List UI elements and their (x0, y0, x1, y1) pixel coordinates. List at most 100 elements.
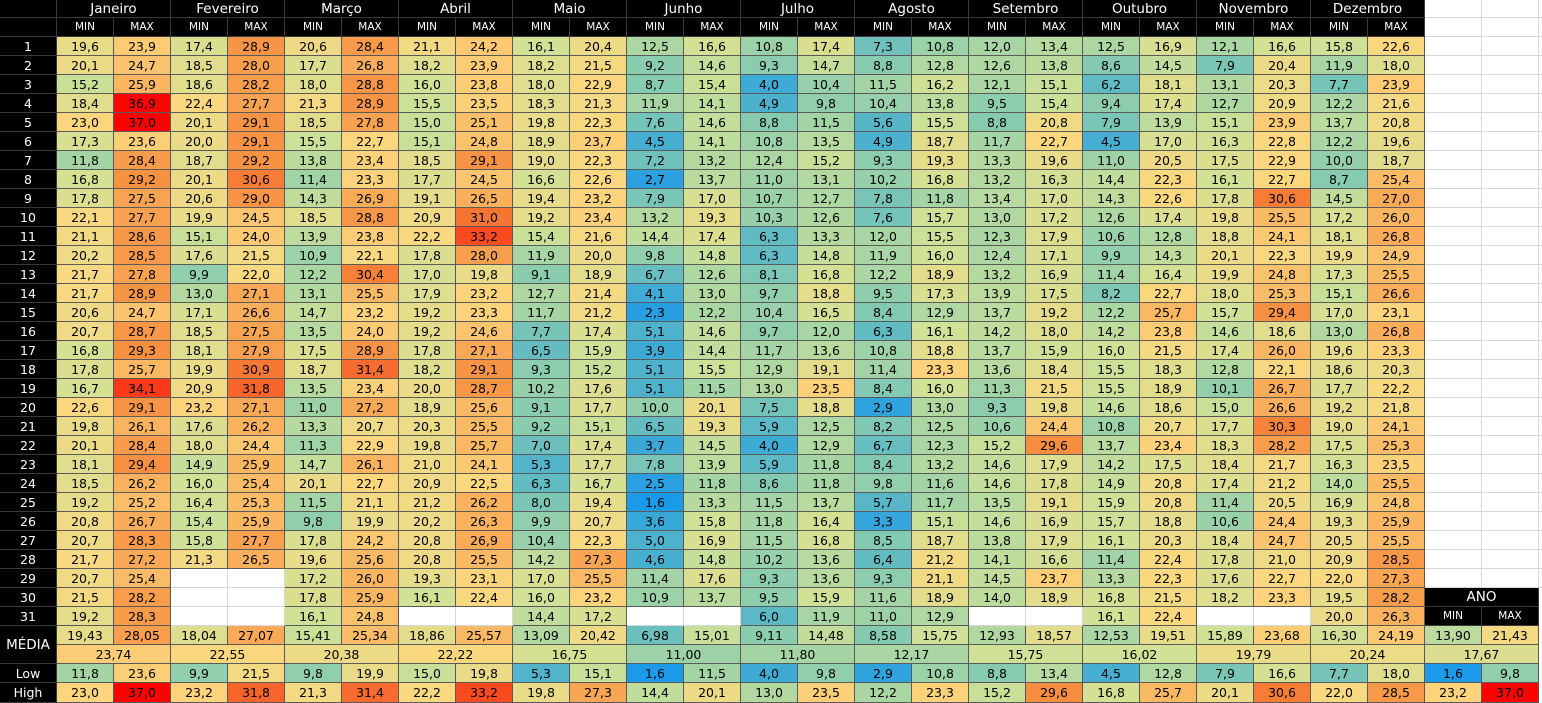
max-header: MAX (1254, 18, 1311, 37)
temp-cell: 11,9 (627, 94, 684, 113)
temp-cell: 14,5 (969, 569, 1026, 588)
temp-cell: 11,4 (855, 360, 912, 379)
temp-cell: 22,7 (1254, 170, 1311, 189)
temp-cell: 28,9 (114, 284, 171, 303)
temp-cell: 24,1 (1254, 227, 1311, 246)
temp-cell: 11,0 (741, 170, 798, 189)
temp-cell: 21,6 (570, 227, 627, 246)
temp-cell: 10,1 (1197, 379, 1254, 398)
empty-cell (1539, 531, 1542, 550)
empty-cell (1425, 569, 1482, 588)
temp-cell: 16,7 (57, 379, 114, 398)
temp-cell: 31,0 (456, 208, 513, 227)
temp-cell: 18,2 (399, 360, 456, 379)
temp-cell: 24,7 (114, 303, 171, 322)
temp-cell: 17,2 (1026, 208, 1083, 227)
temp-cell: 9,2 (627, 56, 684, 75)
temp-cell: 11,8 (912, 189, 969, 208)
temp-cell: 10,2 (741, 550, 798, 569)
high-cell: 37,0 (1482, 683, 1539, 703)
temp-cell: 20,3 (399, 417, 456, 436)
empty-cell (1539, 417, 1542, 436)
temp-cell: 15,2 (969, 436, 1026, 455)
temp-cell: 20,8 (1140, 493, 1197, 512)
temp-cell: 20,5 (1254, 493, 1311, 512)
high-cell: 13,0 (741, 683, 798, 703)
temp-cell: 28,9 (342, 94, 399, 113)
temp-cell: 27,3 (1368, 569, 1425, 588)
temp-cell: 22,1 (342, 246, 399, 265)
temp-cell: 7,2 (627, 151, 684, 170)
temp-cell: 19,9 (171, 208, 228, 227)
temp-cell: 21,3 (171, 550, 228, 569)
temp-cell: 9,1 (513, 398, 570, 417)
day-label: 20 (0, 398, 57, 417)
temp-cell: 16,9 (1026, 265, 1083, 284)
temp-cell: 28,5 (114, 246, 171, 265)
temp-cell: 25,5 (342, 284, 399, 303)
empty-cell (1539, 132, 1542, 151)
temp-cell: 17,4 (1140, 208, 1197, 227)
temp-cell: 11,4 (1083, 265, 1140, 284)
high-cell: 30,6 (1254, 683, 1311, 703)
temp-cell: 16,9 (684, 531, 741, 550)
temp-cell: 8,0 (513, 493, 570, 512)
temp-cell: 12,1 (1197, 37, 1254, 56)
temp-cell: 12,9 (798, 436, 855, 455)
temp-cell: 25,6 (456, 398, 513, 417)
temp-cell: 17,4 (570, 436, 627, 455)
temp-cell: 9,9 (171, 265, 228, 284)
mean-cell: 24,19 (1368, 626, 1425, 645)
mean-cell: 15,89 (1197, 626, 1254, 645)
temp-cell: 11,7 (912, 493, 969, 512)
temp-cell: 18,9 (1026, 588, 1083, 607)
empty-cell (1539, 37, 1542, 56)
mean-cell: 13,90 (1425, 626, 1482, 645)
temp-cell: 14,2 (513, 550, 570, 569)
empty-cell (1482, 0, 1539, 18)
temp-cell: 23,4 (1140, 436, 1197, 455)
empty-cell (1425, 379, 1482, 398)
temp-cell: 19,8 (399, 436, 456, 455)
temp-cell: 21,3 (285, 94, 342, 113)
empty-cell (1539, 208, 1542, 227)
temp-cell: 12,5 (912, 417, 969, 436)
temp-cell: 22,2 (399, 227, 456, 246)
temp-cell: 16,6 (1026, 550, 1083, 569)
temp-cell: 25,6 (342, 550, 399, 569)
mean-cell: 9,11 (741, 626, 798, 645)
temp-cell: 19,4 (513, 189, 570, 208)
high-cell: 33,2 (456, 683, 513, 703)
day-label: 17 (0, 341, 57, 360)
temp-cell: 18,7 (912, 132, 969, 151)
temp-cell: 14,9 (1083, 474, 1140, 493)
empty-cell (1425, 398, 1482, 417)
day-label: 10 (0, 208, 57, 227)
temp-cell: 25,1 (456, 113, 513, 132)
temp-cell: 17,2 (1311, 208, 1368, 227)
empty-cell (1482, 208, 1539, 227)
temp-cell: 15,0 (1197, 398, 1254, 417)
temp-cell (171, 588, 228, 607)
empty-cell (1425, 75, 1482, 94)
temp-cell: 27,3 (570, 550, 627, 569)
temp-cell: 13,6 (969, 360, 1026, 379)
temp-cell: 12,2 (1311, 94, 1368, 113)
temp-cell: 15,7 (912, 208, 969, 227)
temp-cell: 25,3 (1368, 436, 1425, 455)
day-label: 16 (0, 322, 57, 341)
temp-cell: 5,3 (513, 455, 570, 474)
temp-cell: 23,3 (1368, 341, 1425, 360)
temp-cell (684, 607, 741, 626)
temp-cell: 22,0 (1311, 569, 1368, 588)
day-label: 9 (0, 189, 57, 208)
temp-cell: 25,7 (114, 360, 171, 379)
temp-cell: 33,2 (456, 227, 513, 246)
temp-cell: 30,4 (342, 265, 399, 284)
temp-cell: 24,4 (228, 436, 285, 455)
temp-cell: 23,5 (798, 379, 855, 398)
temp-cell: 6,4 (855, 550, 912, 569)
high-cell: 22,0 (1311, 683, 1368, 703)
temp-cell: 13,2 (912, 455, 969, 474)
temp-cell: 23,0 (57, 113, 114, 132)
